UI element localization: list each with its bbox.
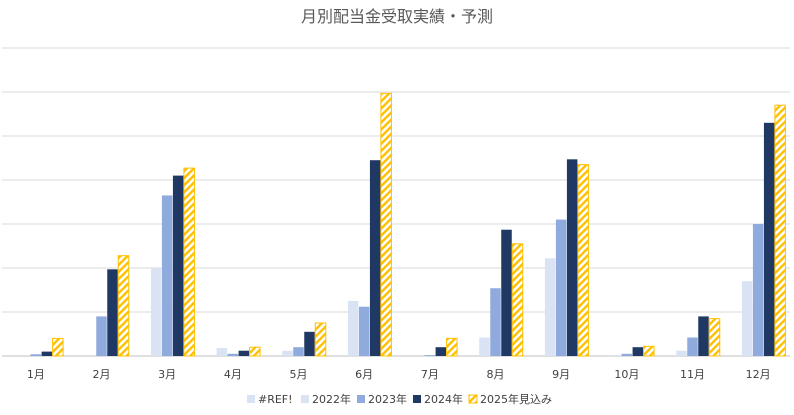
legend-label: 2024年 [424, 392, 463, 406]
bar [347, 301, 359, 356]
legend-label: #REF! [258, 393, 293, 406]
bar [741, 281, 753, 356]
bar [216, 348, 228, 356]
bar [369, 160, 381, 356]
legend-swatch [301, 395, 309, 403]
bar [358, 306, 370, 356]
bar [446, 337, 458, 357]
bar [172, 175, 184, 356]
x-tick-label: 2月 [93, 368, 111, 381]
bar [380, 92, 392, 357]
bar [161, 195, 173, 356]
chart-title: 月別配当金受取実績・予測 [301, 7, 493, 26]
bar [643, 345, 655, 357]
bar [249, 346, 261, 357]
bar [698, 316, 709, 356]
bar [501, 229, 512, 356]
bar [117, 255, 130, 357]
x-tick-label: 11月 [680, 368, 705, 381]
legend-swatch [247, 395, 255, 403]
bar [676, 350, 687, 356]
x-tick-label: 5月 [290, 368, 308, 381]
bar [490, 288, 501, 356]
bar [511, 243, 524, 357]
bar [621, 353, 633, 356]
legend-swatch [357, 395, 365, 403]
bar [304, 331, 315, 356]
legend-swatch [413, 395, 421, 403]
x-tick-label: 12月 [746, 368, 771, 381]
legend: #REF! 2022年 2023年 2024年 2025年見込み [247, 392, 552, 406]
bar [52, 337, 64, 357]
bar [435, 347, 447, 356]
bar [763, 122, 775, 356]
legend-label: 2022年 [312, 392, 351, 406]
bar [238, 350, 250, 356]
bar [632, 347, 644, 356]
bar [752, 224, 764, 356]
bar [227, 353, 239, 356]
bar [577, 164, 589, 357]
bar [424, 355, 436, 356]
bar [150, 268, 162, 356]
bar [107, 269, 118, 356]
x-tick-label: 6月 [355, 368, 373, 381]
bars [30, 92, 786, 357]
gridlines [2, 47, 790, 357]
bar [544, 258, 556, 356]
bar [314, 322, 327, 357]
bar [282, 350, 293, 356]
bar [96, 316, 107, 356]
x-tick-label: 7月 [421, 368, 439, 381]
bar [687, 337, 698, 356]
x-tick-label: 9月 [552, 368, 570, 381]
legend-label: 2025年見込み [480, 392, 552, 406]
bar [555, 219, 567, 356]
bar [479, 337, 490, 356]
x-tick-label: 10月 [614, 368, 639, 381]
bar [774, 104, 786, 357]
legend-label: 2023年 [368, 392, 407, 406]
bar [41, 351, 53, 356]
bar [30, 354, 42, 356]
x-tick-label: 1月 [27, 368, 45, 381]
x-axis-ticks: 1月 2月 3月 4月 5月 6月 7月 8月 9月 10月 11月 12月 [27, 368, 771, 381]
bar [610, 355, 622, 356]
x-tick-label: 3月 [158, 368, 176, 381]
bar [293, 347, 304, 356]
bar [183, 167, 195, 357]
legend-swatch [468, 394, 478, 404]
x-tick-label: 8月 [487, 368, 505, 381]
bar [566, 159, 578, 356]
bar [708, 318, 721, 357]
x-tick-label: 4月 [224, 368, 242, 381]
